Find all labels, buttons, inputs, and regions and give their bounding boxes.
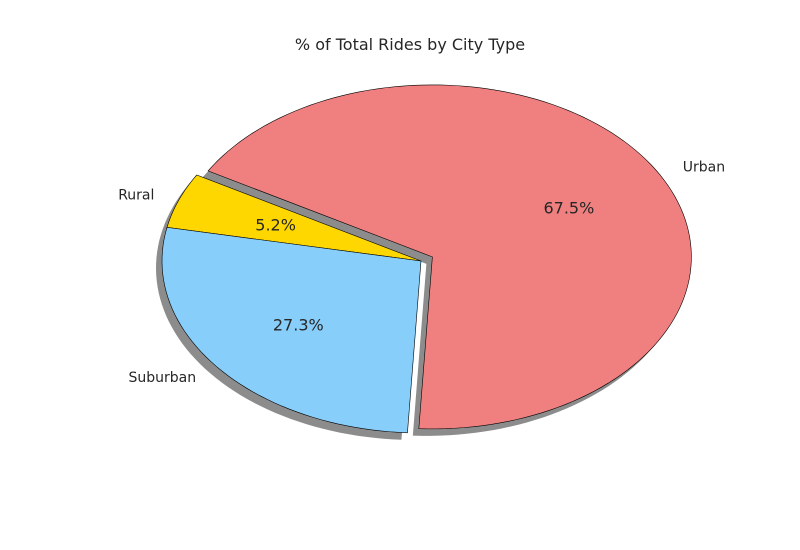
- slice-label-urban: Urban: [683, 160, 725, 176]
- slice-pct-label-suburban: 27.3%: [273, 315, 324, 334]
- slice-label-rural: Rural: [118, 187, 154, 203]
- slice-rural: [166, 174, 422, 262]
- slice-urban: [207, 84, 692, 430]
- slices: [161, 84, 692, 434]
- labels: Rural 5.2% Suburban 27.3% Urban 67.5%: [118, 160, 725, 387]
- slice-pct-label-urban: 67.5%: [543, 199, 594, 218]
- slice-label-suburban: Suburban: [128, 370, 196, 386]
- chart-title: % of Total Rides by City Type: [295, 35, 525, 54]
- slice-pct-label-rural: 5.2%: [255, 216, 296, 235]
- slice-suburban: [161, 227, 422, 434]
